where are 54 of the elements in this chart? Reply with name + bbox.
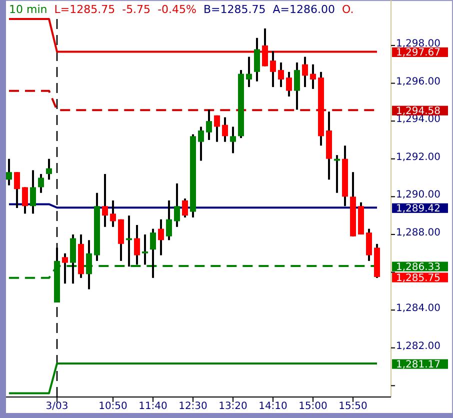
x-tick-label: 10:50	[98, 401, 128, 412]
candlestick	[46, 158, 52, 181]
data-label: 1,289.42	[396, 203, 441, 214]
candlestick	[230, 126, 236, 154]
candlestick	[278, 61, 284, 88]
candlestick	[182, 198, 188, 218]
candlestick	[310, 63, 316, 90]
candlestick	[294, 61, 300, 111]
candlestick	[206, 108, 212, 141]
y-tick-label: 1,298.00	[396, 38, 441, 50]
candlestick	[102, 172, 108, 228]
candlestick	[30, 169, 36, 215]
candlestick	[222, 116, 228, 143]
data-label: 1,281.17	[396, 359, 441, 370]
candlestick	[22, 186, 28, 215]
text: 1,285.75	[396, 272, 441, 284]
y-tick-label: 1,294.00	[396, 114, 441, 126]
x-tick-label: 13:20	[218, 401, 248, 412]
chart-title: 10 min L=1285.75 -5.75 -0.45% B=1285.75 A=1286.00 O.	[9, 3, 354, 16]
x-tick-label: 15:50	[338, 401, 368, 412]
candlestick	[134, 224, 140, 266]
y-tick-label: 1,296.00	[396, 76, 441, 88]
candlestick	[14, 171, 20, 209]
candlestick	[142, 233, 148, 266]
x-tick-label: 15:00	[298, 401, 328, 412]
x-tick-label: 3/03	[46, 401, 68, 412]
candlestick	[254, 36, 260, 82]
data-label: 1,294.58	[396, 106, 441, 117]
y-tick-label: 1,290.00	[396, 190, 441, 201]
candlestick	[174, 182, 180, 228]
data-label: 1,297.67	[396, 47, 441, 58]
x-tick-label: 14:10	[258, 401, 288, 412]
y-tick-label: 1,288.00	[396, 227, 441, 238]
x-tick-label: 11:40	[138, 401, 168, 412]
candlestick	[246, 56, 252, 88]
candlestick	[166, 199, 172, 242]
y-tick-label: 1,284.00	[396, 303, 441, 314]
candlestick	[198, 126, 204, 162]
candlestick	[38, 172, 44, 194]
candlestick	[110, 199, 116, 228]
candlestick	[286, 70, 292, 98]
candlestick	[270, 50, 276, 88]
data-label: 1,286.33	[396, 262, 441, 273]
candlestick	[6, 158, 12, 186]
candlestick	[366, 228, 372, 262]
candlestick	[158, 218, 164, 256]
x-tick-label: 12:30	[178, 401, 208, 412]
y-tick-label: 1,292.00	[396, 152, 441, 163]
candlestick	[302, 56, 308, 88]
candlestick	[262, 27, 268, 68]
candlestick	[334, 154, 340, 194]
y-tick-label: 1,282.00	[396, 340, 441, 352]
candlestick	[214, 114, 220, 143]
candlestick	[62, 252, 68, 285]
